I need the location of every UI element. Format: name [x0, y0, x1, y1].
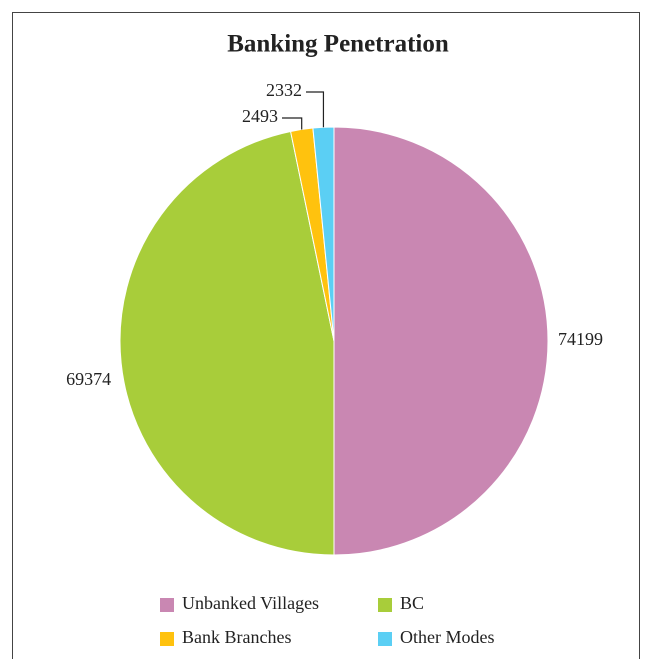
legend-label: Unbanked Villages — [182, 593, 319, 613]
data-label: 74199 — [558, 329, 603, 349]
chart-title: Banking Penetration — [227, 31, 449, 58]
legend-label: BC — [400, 593, 424, 613]
legend-label: Bank Branches — [182, 627, 291, 647]
data-label: 2493 — [242, 106, 278, 126]
pie-slice — [333, 126, 549, 556]
data-label: 2332 — [266, 80, 302, 100]
legend-swatch — [160, 632, 174, 646]
legend-label: Other Modes — [400, 627, 494, 647]
leader-line — [306, 91, 325, 128]
data-label: 69374 — [66, 369, 111, 389]
legend-swatch — [160, 598, 174, 612]
legend-swatch — [378, 598, 392, 612]
pie-slice — [119, 130, 335, 556]
legend-swatch — [378, 632, 392, 646]
leader-line — [282, 117, 303, 130]
